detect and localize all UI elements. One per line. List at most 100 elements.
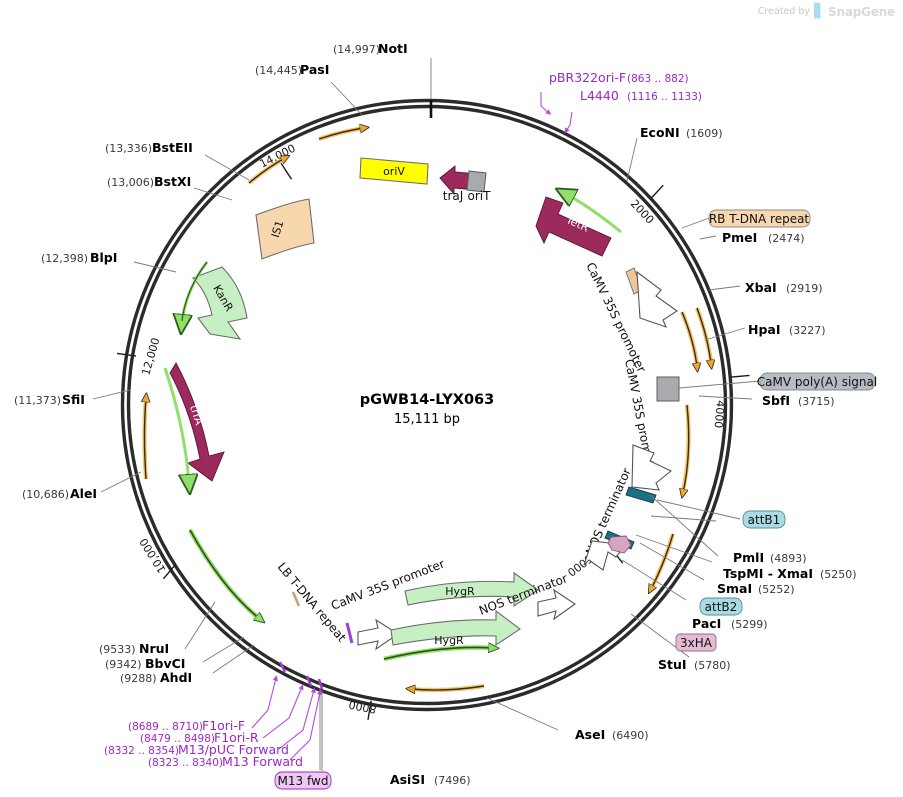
tick-label: 4000 [712, 400, 727, 429]
feature-hygr-1[interactable]: HygR [404, 571, 539, 608]
enzyme-name: BstXI [154, 174, 191, 189]
plasmid-size: 15,111 bp [394, 412, 460, 427]
feature-label: trfA [187, 403, 206, 427]
enzyme-label-bbvci[interactable]: (9342) BbvCI [105, 656, 185, 671]
enzyme-label-asisi[interactable]: AsiSI (7496) [390, 772, 471, 787]
callout-camv-polya-signal[interactable]: CaMV poly(A) signal [757, 372, 877, 391]
enzyme-label-asei[interactable]: AseI (6490) [575, 727, 649, 742]
enzyme-position: (10,686) [22, 488, 69, 501]
enzyme-label-pmli[interactable]: PmlI (4893) [733, 550, 807, 565]
feature-orit[interactable]: oriT [466, 170, 491, 203]
enzyme-position: (5780) [694, 659, 731, 672]
callout-attb2[interactable]: attB2 [699, 597, 743, 616]
enzyme-name: XbaI [745, 280, 777, 295]
primer-label-l4440[interactable]: L4440 (1116 .. 1133) [580, 88, 702, 103]
enzyme-label-smai[interactable]: SmaI (5252) [717, 581, 795, 596]
enzyme-label-stui[interactable]: StuI (5780) [658, 657, 731, 672]
enzyme-position: (13,006) [107, 176, 154, 189]
enzyme-name: EcoNI [640, 125, 680, 140]
hygr-green-arrow [383, 647, 493, 660]
feature-camv-polya-box[interactable] [656, 376, 680, 402]
enzyme-position: (5299) [731, 618, 768, 631]
enzyme-label-sbfi[interactable]: SbfI (3715) [762, 393, 835, 408]
enzyme-label-sfii[interactable]: (11,373) SfiI [14, 392, 85, 407]
enzyme-label-econi[interactable]: EcoNI (1609) [640, 125, 723, 140]
enzyme-label-pmei[interactable]: PmeI (2474) [722, 230, 805, 245]
promoter-stub [345, 622, 354, 644]
feature-kanr[interactable]: KanR [192, 266, 248, 340]
tetr-green-arrow [566, 194, 622, 234]
feature-is1[interactable]: IS1 [255, 198, 315, 260]
enzyme-label-tspmi-xmai[interactable]: TspMI - XmaI (5250) [723, 566, 857, 581]
primer-label-m13-forward[interactable]: (8323 .. 8340) M13 Forward [148, 754, 303, 769]
primer-label-m13-puc-forward[interactable]: (8332 .. 8354) M13/pUC Forward [104, 742, 289, 757]
enzyme-name: AseI [575, 727, 605, 742]
feature-attb1-marker[interactable] [625, 486, 657, 504]
callout-label: CaMV poly(A) signal [757, 375, 877, 389]
enzyme-label-bstXI[interactable]: (13,006) BstXI [107, 174, 191, 189]
enzyme-name: PasI [300, 62, 329, 77]
primer-name: M13 Forward [222, 754, 303, 769]
callout-rb-tdna-repeat[interactable]: RB T-DNA repeat [708, 209, 811, 228]
feature-3xha-marker[interactable] [607, 535, 632, 554]
primer-label-f1ori-r[interactable]: (8479 .. 8498) F1ori-R [140, 730, 259, 745]
tick-label: 8000 [348, 698, 378, 716]
feature-tetr[interactable]: TetR [535, 196, 612, 257]
enzyme-position: (3715) [798, 395, 835, 408]
kanr-green-arrow-core [181, 261, 208, 322]
enzyme-position: (3227) [789, 324, 826, 337]
enzyme-label-noti[interactable]: (14,997) NotI [333, 41, 408, 56]
feature-trfa[interactable]: trfA [169, 362, 225, 482]
trfa-green-arrow [163, 367, 189, 483]
callout-attb1[interactable]: attB1 [742, 510, 786, 529]
callout-feature-chips: RB T-DNA repeat CaMV poly(A) signal attB… [274, 209, 877, 790]
enzyme-position: (12,398) [41, 252, 88, 265]
feature-oriv[interactable]: oriV [359, 157, 429, 185]
enzyme-label-blpi[interactable]: (12,398) BlpI [41, 250, 117, 265]
enzyme-label-bstEII[interactable]: (13,336) BstEII [105, 140, 193, 155]
lb-green-arrow [189, 529, 260, 619]
primer-range: (1116 .. 1133) [627, 91, 702, 103]
primer-label-pbr322ori-f[interactable]: pBR322ori-F (863 .. 882) [549, 70, 689, 85]
primer-range: (8323 .. 8340) [148, 757, 223, 769]
plasmid-backbone [120, 98, 734, 712]
enzyme-name: PmlI [733, 550, 764, 565]
enzyme-name: SbfI [762, 393, 790, 408]
feature-hygr-2[interactable]: HygR [390, 609, 521, 647]
snapgene-branding: Created by ▋ SnapGene [758, 4, 895, 19]
enzyme-name: AsiSI [390, 772, 425, 787]
enzyme-position: (9342) [105, 658, 142, 671]
orange-arc-arrows [145, 128, 713, 690]
enzyme-label-pasi[interactable]: (14,445) PasI [255, 62, 329, 77]
callout-label: 3xHA [680, 636, 713, 650]
primer-range: (863 .. 882) [627, 73, 689, 85]
enzyme-label-ahdi[interactable]: (9288) AhdI [120, 670, 192, 685]
callout-3xha[interactable]: 3xHA [675, 633, 717, 652]
snapgene-flag-icon: ▋ [814, 4, 825, 19]
feature-label: oriV [383, 165, 405, 178]
enzyme-position: (7496) [434, 774, 471, 787]
primer-label-f1ori-f[interactable]: (8689 .. 8710) F1ori-F [128, 718, 245, 733]
promoter-arrow-icon [357, 618, 399, 651]
enzyme-position: (9533) [99, 643, 136, 656]
feature-camv35s-promoter-1[interactable]: CaMV 35S promoter [583, 260, 678, 375]
enzyme-position: (11,373) [14, 394, 61, 407]
enzyme-label-hpai[interactable]: HpaI (3227) [748, 322, 826, 337]
enzyme-label-paci[interactable]: PacI (5299) [692, 616, 768, 631]
feature-nos-terminator-1[interactable]: NOS terminator [583, 466, 634, 571]
enzyme-position: (6490) [612, 729, 649, 742]
enzyme-position: (14,445) [255, 64, 302, 77]
enzyme-label-alei[interactable]: (10,686) AleI [22, 486, 97, 501]
enzyme-label-nrui[interactable]: (9533) NruI [99, 641, 169, 656]
enzyme-name: SmaI [717, 581, 752, 596]
page-title: pGWB14-LYX063 [360, 392, 494, 408]
snapgene-wordmark: SnapGene [828, 4, 895, 19]
enzyme-label-xbai[interactable]: XbaI (2919) [745, 280, 823, 295]
enzyme-position: (2474) [768, 232, 805, 245]
primer-range: (8479 .. 8498) [140, 733, 215, 745]
enzyme-position: (13,336) [105, 142, 152, 155]
feature-label: CaMV 35S promoter [329, 557, 447, 613]
callout-m13-fwd[interactable]: M13 fwd [274, 771, 332, 790]
